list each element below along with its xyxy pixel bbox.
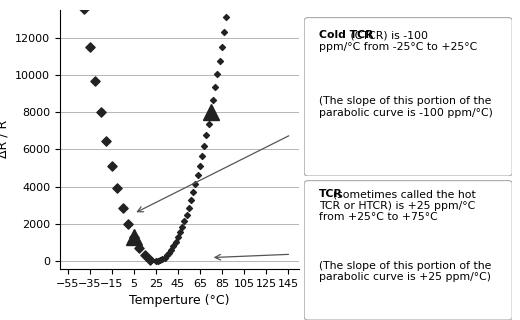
Point — [176, 230, 184, 235]
Point — [220, 29, 228, 35]
Point — [163, 253, 171, 258]
Point — [200, 143, 209, 148]
Text: Cold TCR: Cold TCR — [319, 30, 373, 40]
Text: TCR: TCR — [319, 189, 343, 199]
Point — [198, 154, 206, 159]
Text: (CTCR) is -100
ppm/°C from -25°C to +25°C: (CTCR) is -100 ppm/°C from -25°C to +25°… — [319, 30, 477, 52]
Y-axis label: ΔR / R: ΔR / R — [0, 120, 9, 158]
Point — [213, 72, 222, 77]
Point — [140, 253, 149, 258]
Point — [160, 255, 168, 260]
Point — [108, 163, 116, 168]
Point — [191, 181, 200, 187]
Point — [174, 235, 182, 240]
Point — [187, 198, 195, 203]
Point — [96, 110, 105, 115]
Point — [85, 44, 94, 49]
Point — [165, 250, 173, 255]
Point — [224, 0, 232, 4]
Point — [167, 247, 175, 252]
Point — [215, 58, 224, 63]
Point — [222, 14, 230, 20]
FancyBboxPatch shape — [304, 180, 512, 320]
Point — [156, 258, 164, 263]
Point — [202, 132, 211, 138]
Point — [180, 219, 189, 224]
Point — [169, 244, 177, 249]
Point — [209, 97, 217, 102]
Text: (sometimes called the hot
TCR or HTCR) is +25 ppm/°C
from +25°C to +75°C: (sometimes called the hot TCR or HTCR) i… — [319, 189, 475, 222]
FancyBboxPatch shape — [304, 18, 512, 176]
Point — [113, 186, 121, 191]
Point — [206, 110, 215, 115]
Point — [185, 205, 193, 210]
Point — [91, 78, 99, 84]
Point — [129, 235, 138, 240]
Point — [119, 205, 127, 210]
Point — [151, 259, 160, 264]
Point — [154, 259, 162, 264]
Point — [158, 257, 166, 262]
Point — [218, 44, 226, 49]
Point — [135, 245, 144, 251]
Point — [146, 257, 154, 262]
Point — [183, 212, 191, 217]
Point — [211, 85, 219, 90]
Point — [124, 221, 132, 227]
Point — [178, 224, 186, 229]
Point — [102, 138, 110, 143]
X-axis label: Temperture (°C): Temperture (°C) — [129, 294, 230, 307]
Text: (The slope of this portion of the
parabolic curve is +25 ppm/°C): (The slope of this portion of the parabo… — [319, 261, 491, 283]
Point — [80, 7, 88, 12]
Point — [204, 121, 213, 126]
Point — [172, 239, 180, 244]
Point — [196, 163, 204, 168]
Text: (The slope of this portion of the
parabolic curve is -100 ppm/°C): (The slope of this portion of the parabo… — [319, 96, 492, 117]
Point — [189, 190, 197, 195]
Point — [193, 172, 202, 178]
